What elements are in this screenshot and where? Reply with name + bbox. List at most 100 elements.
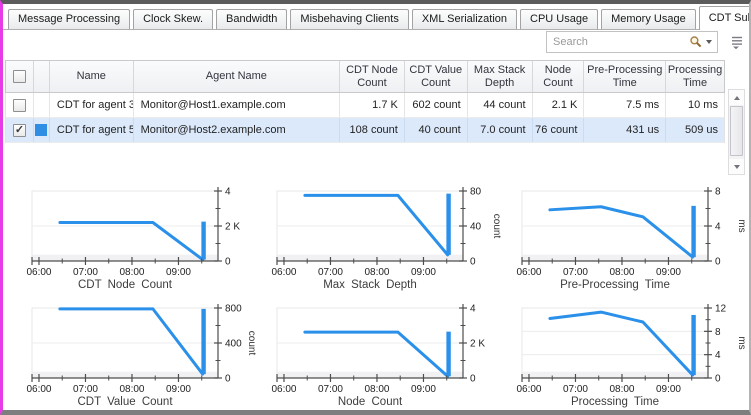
svg-text:count: count bbox=[491, 214, 502, 239]
series-color-swatch bbox=[35, 124, 48, 136]
tab-cdt-submission[interactable]: CDT Submission bbox=[698, 6, 749, 30]
tab-cpu-usage[interactable]: CPU Usage bbox=[520, 9, 599, 29]
cell-name: CDT for agent 5 bbox=[50, 118, 134, 142]
column-header-agent-name[interactable]: Agent Name bbox=[134, 61, 341, 92]
svg-text:07:00: 07:00 bbox=[563, 384, 588, 395]
search-input[interactable] bbox=[547, 36, 689, 48]
svg-text:CDT Node Count: CDT Node Count bbox=[78, 279, 173, 291]
svg-text:8: 8 bbox=[715, 187, 721, 198]
svg-text:08:00: 08:00 bbox=[364, 267, 389, 278]
svg-text:09:00: 09:00 bbox=[166, 267, 191, 278]
svg-text:07:00: 07:00 bbox=[563, 267, 588, 278]
svg-text:ms: ms bbox=[736, 336, 747, 349]
svg-text:4: 4 bbox=[715, 350, 721, 361]
metrics-table: Name Agent Name CDT Node Count CDT Value Co… bbox=[5, 60, 725, 143]
svg-text:2 K: 2 K bbox=[470, 339, 485, 350]
svg-text:08:00: 08:00 bbox=[609, 384, 634, 395]
svg-text:2 K: 2 K bbox=[225, 222, 240, 233]
svg-text:07:00: 07:00 bbox=[318, 384, 343, 395]
tab-xml-serialization[interactable]: XML Serialization bbox=[411, 9, 518, 29]
cell-value: 2.1 K bbox=[533, 93, 585, 117]
svg-text:0: 0 bbox=[225, 257, 231, 268]
svg-text:Node Count: Node Count bbox=[338, 396, 403, 408]
svg-text:09:00: 09:00 bbox=[411, 267, 436, 278]
row-checkbox-cell bbox=[6, 118, 34, 142]
column-chooser-icon[interactable] bbox=[727, 35, 745, 50]
svg-text:400: 400 bbox=[225, 339, 242, 350]
svg-text:08:00: 08:00 bbox=[119, 384, 144, 395]
svg-text:06:00: 06:00 bbox=[271, 267, 296, 278]
cell-agent-name: Monitor@Host2.example.com bbox=[134, 118, 341, 142]
svg-text:09:00: 09:00 bbox=[656, 267, 681, 278]
chart-cdt-node-count: 06:00 07:00 08:00 09:00 0 2 K 4 CDT Node Count bbox=[26, 187, 240, 292]
chart-node-count: 06:00 07:00 08:00 09:00 0 2 K 4 Node Count bbox=[271, 304, 485, 409]
svg-text:4: 4 bbox=[470, 304, 476, 315]
row-swatch-cell bbox=[34, 118, 50, 142]
row-checkbox[interactable] bbox=[12, 98, 26, 112]
column-header-swatch[interactable] bbox=[34, 61, 50, 92]
cell-value: 431 us bbox=[584, 118, 667, 142]
cell-value: 76 count bbox=[533, 118, 585, 142]
svg-text:06:00: 06:00 bbox=[26, 384, 51, 395]
svg-text:0: 0 bbox=[715, 257, 721, 268]
table-row[interactable]: CDT for agent 3 Monitor@Host1.example.com… bbox=[6, 93, 724, 118]
column-header-pre-processing-time[interactable]: Pre-Processing Time bbox=[584, 61, 667, 92]
column-header-processing-time[interactable]: Processing Time bbox=[667, 63, 723, 89]
row-checkbox[interactable] bbox=[12, 123, 26, 137]
cell-name: CDT for agent 3 bbox=[50, 93, 134, 117]
column-header-cdt-node-count[interactable]: CDT Node Count bbox=[340, 61, 405, 92]
svg-text:07:00: 07:00 bbox=[73, 384, 98, 395]
svg-text:06:00: 06:00 bbox=[271, 384, 296, 395]
svg-text:Processing Time: Processing Time bbox=[571, 396, 659, 408]
column-header-cdt-value-count[interactable]: CDT Value Count bbox=[405, 61, 468, 92]
svg-text:4: 4 bbox=[225, 187, 231, 198]
header-checkbox[interactable] bbox=[12, 70, 26, 83]
cell-value: 509 us bbox=[684, 124, 718, 136]
svg-text:06:00: 06:00 bbox=[26, 267, 51, 278]
search-options-caret-icon[interactable] bbox=[706, 40, 712, 44]
svg-text:09:00: 09:00 bbox=[411, 384, 436, 395]
svg-text:ms: ms bbox=[736, 219, 747, 232]
table-row[interactable]: CDT for agent 5Monitor@Host2.example.com… bbox=[6, 118, 724, 143]
column-header-node-count[interactable]: Node Count bbox=[533, 61, 585, 92]
scroll-up-icon bbox=[733, 95, 740, 100]
cell-value: 10 ms bbox=[688, 99, 718, 111]
cell-value: 7.5 ms bbox=[584, 93, 667, 117]
svg-text:08:00: 08:00 bbox=[119, 267, 144, 278]
scroll-down-button[interactable] bbox=[729, 159, 744, 174]
svg-text:count: count bbox=[246, 331, 257, 356]
svg-text:08:00: 08:00 bbox=[609, 267, 634, 278]
tab-bandwidth[interactable]: Bandwidth bbox=[216, 9, 288, 29]
column-header-max-stack-depth[interactable]: Max Stack Depth bbox=[468, 61, 533, 92]
tab-message-processing[interactable]: Message Processing bbox=[8, 9, 131, 29]
cell-value: 44 count bbox=[468, 93, 533, 117]
scroll-up-button[interactable] bbox=[729, 90, 744, 105]
tab-misbehaving-clients[interactable]: Misbehaving Clients bbox=[290, 9, 409, 29]
tab-bar: Message Processing Clock Skew. Bandwidth Mi… bbox=[3, 6, 749, 30]
tab-memory-usage[interactable]: Memory Usage bbox=[601, 9, 696, 29]
svg-text:Pre-Processing Time: Pre-Processing Time bbox=[560, 279, 670, 291]
svg-text:09:00: 09:00 bbox=[166, 384, 191, 395]
row-swatch-cell bbox=[34, 93, 50, 117]
cell-agent-name: Monitor@Host1.example.com bbox=[134, 93, 341, 117]
tab-clock-skew[interactable]: Clock Skew. bbox=[133, 9, 214, 29]
search-box[interactable] bbox=[546, 31, 718, 53]
chart-grid: 06:00 07:00 08:00 09:00 0 2 K 4 CDT Node Count 0… bbox=[18, 183, 749, 410]
vertical-scrollbar[interactable] bbox=[728, 89, 745, 175]
chart-max-stack-depth: 06:00 07:00 08:00 09:00 0 40 80 count Max Stack … bbox=[271, 187, 502, 292]
column-header-checkbox[interactable] bbox=[6, 61, 34, 92]
svg-text:08:00: 08:00 bbox=[364, 384, 389, 395]
table-body: CDT for agent 3 Monitor@Host1.example.com… bbox=[5, 93, 725, 143]
scrollbar-thumb[interactable] bbox=[730, 106, 743, 156]
svg-text:Max Stack Depth: Max Stack Depth bbox=[323, 279, 417, 291]
cell-value: 1.7 K bbox=[340, 93, 405, 117]
svg-text:0: 0 bbox=[715, 374, 721, 385]
search-icon[interactable] bbox=[689, 35, 703, 49]
column-header-name[interactable]: Name bbox=[50, 61, 134, 92]
svg-text:0: 0 bbox=[470, 257, 476, 268]
svg-text:800: 800 bbox=[225, 304, 242, 315]
svg-text:07:00: 07:00 bbox=[318, 267, 343, 278]
svg-text:80: 80 bbox=[470, 187, 482, 198]
cell-value: 108 count bbox=[340, 118, 405, 142]
